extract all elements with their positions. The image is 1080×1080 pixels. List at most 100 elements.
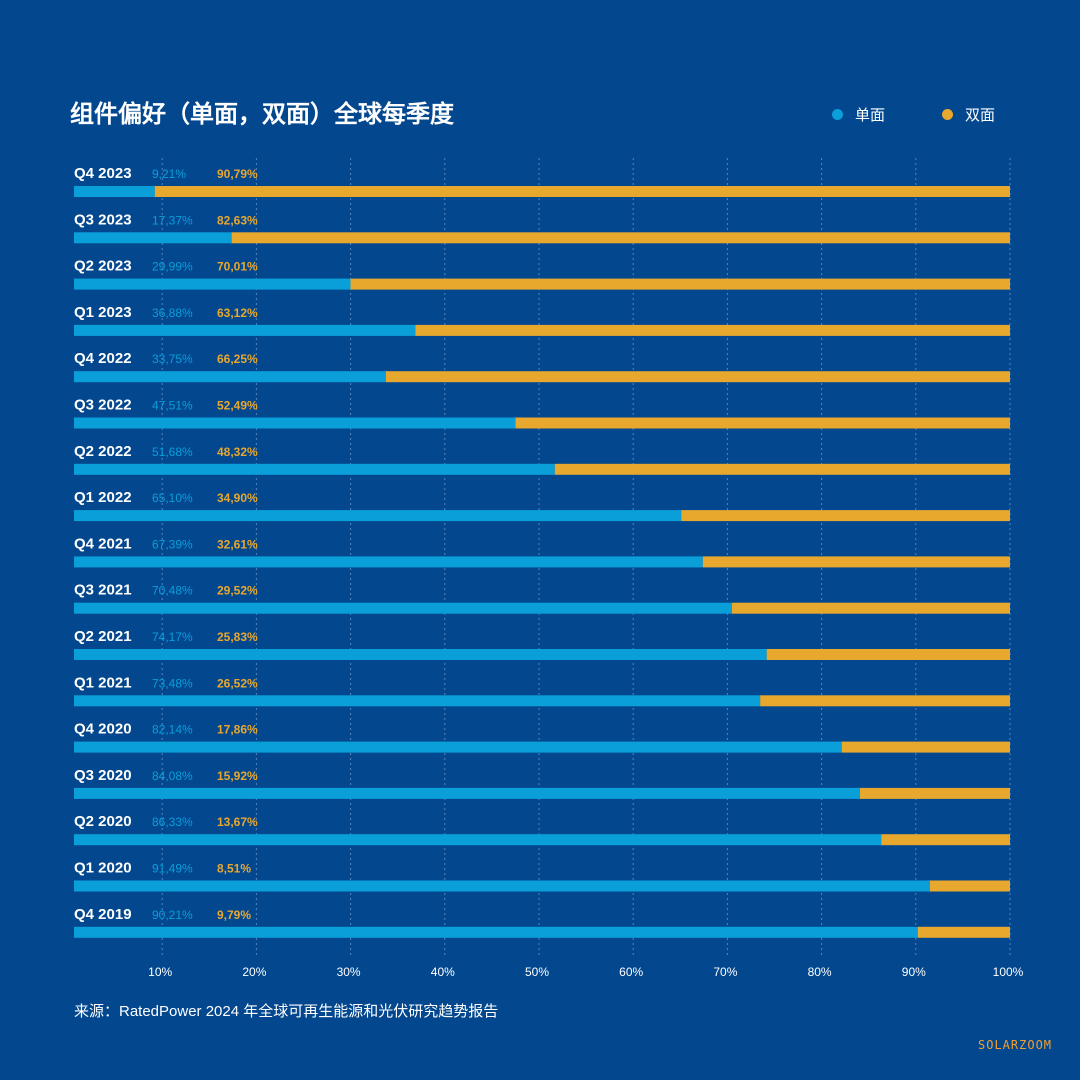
bar-mono xyxy=(74,649,767,660)
x-tick-label: 80% xyxy=(808,965,832,979)
bar-bifacial xyxy=(860,787,1010,799)
bar-bifacial xyxy=(515,417,1010,429)
x-tick-label: 40% xyxy=(431,965,455,979)
bar-mono xyxy=(74,324,416,336)
mono-data-label: 67,39% xyxy=(152,537,193,551)
x-tick-label: 20% xyxy=(242,965,266,979)
category-label: Q1 2020 xyxy=(74,860,132,877)
mono-data-label: 91,49% xyxy=(152,862,193,876)
bar-bifacial xyxy=(154,186,1011,197)
category-label: Q1 2023 xyxy=(74,304,132,321)
bifacial-data-label: 29,52% xyxy=(217,584,258,598)
bifacial-data-label: 17,86% xyxy=(217,723,258,737)
x-tick-label: 50% xyxy=(525,965,549,979)
category-label: Q2 2023 xyxy=(74,258,132,275)
bar-bifacial xyxy=(929,880,1010,892)
category-label: Q2 2020 xyxy=(74,813,132,830)
legend-mono-dot-icon xyxy=(832,109,843,120)
x-tick-label: 90% xyxy=(902,965,926,979)
bifacial-data-label: 70,01% xyxy=(217,260,258,274)
bar-bifacial xyxy=(385,371,1010,383)
bar-bifacial xyxy=(350,278,1010,290)
legend-mono-label: 单面 xyxy=(855,107,886,124)
legend-bifacial-dot-icon xyxy=(942,109,953,120)
legend-bifacial-label: 双面 xyxy=(965,107,996,124)
bifacial-data-label: 34,90% xyxy=(217,491,258,505)
bifacial-data-label: 13,67% xyxy=(217,815,258,829)
category-label: Q2 2021 xyxy=(74,628,132,645)
bifacial-data-label: 9,79% xyxy=(217,908,251,922)
bar-bifacial xyxy=(415,324,1010,336)
mono-data-label: 74,17% xyxy=(152,630,193,644)
category-label: Q1 2021 xyxy=(74,674,132,691)
bar-mono xyxy=(74,926,918,938)
bar-mono xyxy=(74,695,761,707)
bifacial-data-label: 90,79% xyxy=(217,167,258,181)
legend-item-bifacial: 双面 xyxy=(942,104,995,125)
bar-bifacial xyxy=(917,926,1010,938)
bifacial-data-label: 66,25% xyxy=(217,352,258,366)
source-note: 来源：RatedPower 2024 年全球可再生能源和光伏研究趋势报告 xyxy=(74,1003,499,1020)
brand-logo: SOLARZOOM xyxy=(978,1038,1053,1052)
category-label: Q3 2020 xyxy=(74,767,132,784)
bar-bifacial xyxy=(554,463,1010,475)
bifacial-data-label: 26,52% xyxy=(217,676,258,690)
bar-mono xyxy=(74,787,861,799)
bar-bifacial xyxy=(702,556,1010,568)
bar-bifacial xyxy=(731,602,1010,614)
bar-bifacial xyxy=(841,741,1010,753)
mono-data-label: 36,88% xyxy=(152,306,193,320)
bar-mono xyxy=(74,510,682,522)
mono-data-label: 70,48% xyxy=(152,584,193,598)
bar-bifacial xyxy=(231,232,1011,244)
bifacial-data-label: 48,32% xyxy=(217,445,258,459)
bar-mono xyxy=(74,232,232,244)
category-label: Q2 2022 xyxy=(74,443,132,460)
category-label: Q4 2020 xyxy=(74,721,132,738)
mono-data-label: 90,21% xyxy=(152,908,193,922)
bar-mono xyxy=(74,834,882,846)
category-label: Q1 2022 xyxy=(74,489,132,506)
mono-data-label: 73,48% xyxy=(152,676,193,690)
bar-mono xyxy=(74,741,842,753)
category-label: Q3 2023 xyxy=(74,211,132,228)
category-label: Q3 2021 xyxy=(74,582,132,599)
category-label: Q3 2022 xyxy=(74,397,132,414)
bifacial-data-label: 15,92% xyxy=(217,769,258,783)
bar-mono xyxy=(74,278,351,290)
mono-data-label: 82,14% xyxy=(152,723,193,737)
bar-mono xyxy=(74,417,516,429)
bar-bifacial xyxy=(760,695,1010,707)
bar-bifacial xyxy=(766,649,1010,660)
mono-data-label: 29,99% xyxy=(152,260,193,274)
bar-bifacial xyxy=(881,834,1010,846)
category-label: Q4 2019 xyxy=(74,906,132,923)
mono-data-label: 33,75% xyxy=(152,352,193,366)
category-label: Q4 2023 xyxy=(74,165,132,182)
category-label: Q4 2022 xyxy=(74,350,132,367)
mono-data-label: 84,08% xyxy=(152,769,193,783)
x-tick-label: 60% xyxy=(619,965,643,979)
mono-data-label: 51,68% xyxy=(152,445,193,459)
bifacial-data-label: 8,51% xyxy=(217,862,251,876)
chart-title: 组件偏好（单面，双面）全球每季度 xyxy=(70,101,454,128)
bar-mono xyxy=(74,602,732,614)
bar-mono xyxy=(74,186,155,197)
x-tick-label: 100% xyxy=(993,965,1024,979)
bar-mono xyxy=(74,556,703,568)
legend-item-mono: 单面 xyxy=(832,104,885,125)
bar-mono xyxy=(74,880,930,892)
bifacial-data-label: 63,12% xyxy=(217,306,258,320)
bar-mono xyxy=(74,371,386,383)
category-label: Q4 2021 xyxy=(74,535,132,552)
x-tick-label: 10% xyxy=(148,965,172,979)
bar-bifacial xyxy=(681,510,1010,522)
mono-data-label: 9,21% xyxy=(152,167,186,181)
bifacial-data-label: 82,63% xyxy=(217,213,258,227)
x-tick-label: 70% xyxy=(713,965,737,979)
bifacial-data-label: 32,61% xyxy=(217,537,258,551)
bifacial-data-label: 52,49% xyxy=(217,399,258,413)
mono-data-label: 17,37% xyxy=(152,213,193,227)
